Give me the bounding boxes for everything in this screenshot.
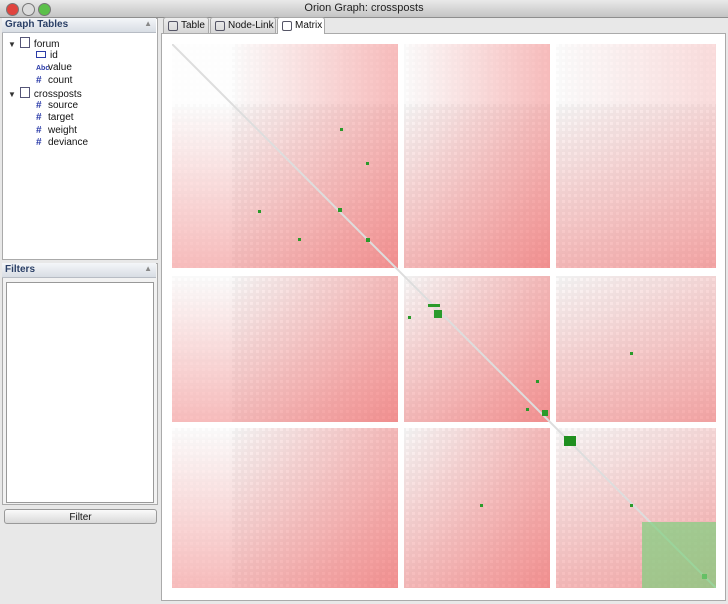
matrix <box>172 44 716 588</box>
panel-title: Graph Tables <box>5 19 69 30</box>
expand-arrow[interactable]: ▼ <box>8 90 16 99</box>
column-name: target <box>48 112 74 123</box>
column-name: source <box>48 99 79 111</box>
tab-label: Matrix <box>295 20 323 31</box>
table-icon <box>19 37 30 48</box>
table-icon <box>19 87 30 98</box>
filter-button[interactable]: Filter <box>4 509 157 524</box>
expand-arrow[interactable]: ▼ <box>8 40 16 49</box>
tree-column[interactable]: id <box>36 50 58 61</box>
tree-table[interactable]: ▼ forum <box>8 37 59 50</box>
tree-column[interactable]: # count <box>36 75 72 86</box>
tab-icon <box>282 21 292 31</box>
column-icon: # <box>36 124 42 136</box>
column-name: deviance <box>48 137 89 148</box>
tab-icon <box>168 21 178 31</box>
tab-label: Table <box>181 20 205 31</box>
column-icon <box>36 50 46 58</box>
tree-column[interactable]: # deviance <box>36 137 88 148</box>
column-name: id <box>50 49 58 61</box>
column-icon: # <box>36 112 42 123</box>
minimize-button[interactable] <box>22 3 35 16</box>
table-name: crossposts <box>33 89 82 100</box>
tree-column[interactable]: # source <box>36 100 78 111</box>
tab-icon <box>215 21 225 31</box>
table-name: forum <box>33 39 60 50</box>
column-icon: Abc <box>36 65 50 72</box>
column-name: count <box>48 74 73 86</box>
column-icon: # <box>36 99 42 111</box>
tree-column[interactable]: Abcvalue <box>36 62 72 73</box>
column-icon: # <box>36 74 42 86</box>
panel-header: Filters ▲ <box>2 263 156 278</box>
filter-list[interactable] <box>6 282 154 503</box>
column-icon: # <box>36 137 42 148</box>
tree-column[interactable]: # weight <box>36 125 77 136</box>
tree-column[interactable]: # target <box>36 112 74 123</box>
panel-title: Filters <box>5 264 36 275</box>
zoom-button[interactable] <box>38 3 51 16</box>
window-title: Orion Graph: crossposts <box>304 2 424 14</box>
tab-label: Node-Link <box>228 20 274 31</box>
tree-table[interactable]: ▼ crossposts <box>8 87 82 100</box>
column-name: value <box>48 62 72 73</box>
panel-header: Graph Tables ▲ <box>2 18 156 33</box>
close-button[interactable] <box>6 3 19 16</box>
column-name: weight <box>48 124 77 136</box>
tab[interactable]: Matrix <box>277 17 325 34</box>
title-bar: Orion Graph: crossposts <box>0 0 728 18</box>
graph-tables-panel <box>2 18 158 260</box>
tab[interactable]: Node-Link <box>210 17 276 33</box>
tab[interactable]: Table <box>163 17 209 33</box>
